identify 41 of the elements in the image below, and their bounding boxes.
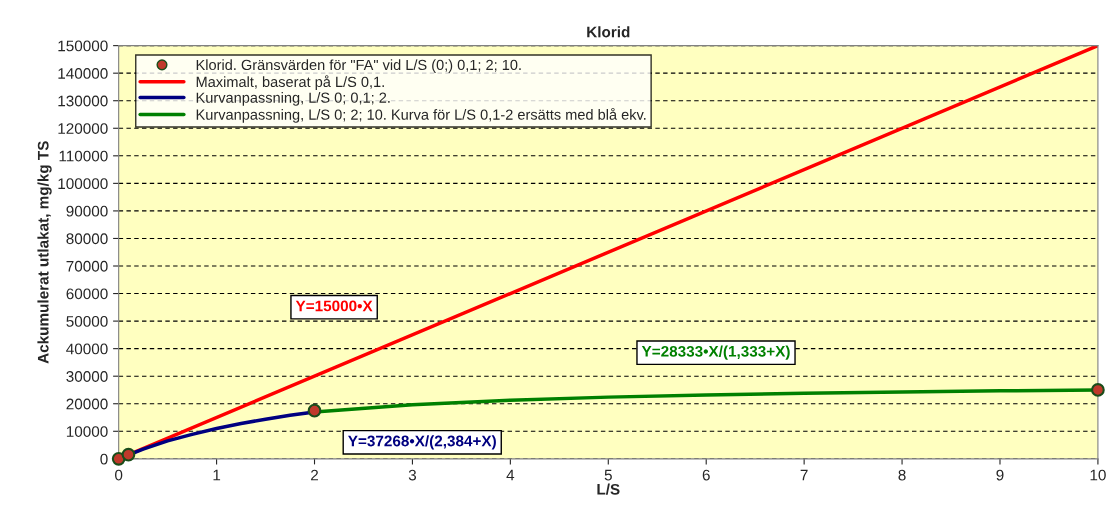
x-tick-label: 1: [213, 469, 221, 481]
x-tick-label: 4: [506, 469, 515, 481]
y-tick-label: 70000: [66, 260, 108, 272]
annotation: Y=15000•X: [295, 300, 373, 312]
x-tick-label: 7: [800, 469, 808, 481]
legend-label: Kurvanpassning, L/S 0; 2; 10. Kurva för L/S 0,1-2 ersätts med blå ekv.: [196, 107, 646, 123]
y-tick-label: 150000: [58, 40, 108, 52]
y-tick-label: 20000: [66, 398, 108, 410]
chart-title: Klorid: [587, 26, 630, 38]
point: [121, 447, 136, 462]
x-tick-label: 8: [898, 469, 906, 481]
x-tick-label: 2: [311, 469, 318, 481]
point: [1091, 383, 1105, 397]
y-tick-label: 80000: [66, 233, 108, 245]
x-tick-label: 5: [604, 469, 612, 481]
y-tick-label: 120000: [58, 123, 108, 134]
annotation: Y=28333•X/(1,333+X): [641, 345, 790, 360]
y-tick-label: 130000: [58, 95, 108, 107]
point: [307, 403, 322, 418]
y-tick-label: 10000: [66, 426, 108, 437]
x-tick-label: 0: [115, 469, 123, 481]
legend-label: Kurvanpassning, L/S 0; 0,1; 2.: [196, 92, 390, 106]
y-tick-label: 90000: [66, 205, 108, 217]
point: [111, 451, 126, 466]
x-axis-title: L/S: [597, 483, 620, 495]
legend-label: Maximalt, baserat på L/S 0,1.: [196, 75, 384, 90]
x-tick-label: 3: [408, 469, 417, 481]
y-tick-label: 110000: [59, 150, 108, 162]
y-tick-label: 100000: [58, 178, 108, 190]
y-tick-label: 30000: [66, 371, 108, 382]
y-tick-label: 40000: [66, 343, 108, 355]
x-tick-label: 6: [702, 469, 710, 481]
y-tick-label: 140000: [58, 68, 108, 79]
annotation: Y=37268•X/(2,384+X): [348, 435, 496, 450]
x-tick-label: 9: [996, 469, 1004, 481]
legend-label: Klorid. Gränsvärden för "FA" vid L/S (0;) 0,1; 2; 10.: [196, 59, 521, 73]
y-axis-title: Ackumulerat utlakat, mg/kg TS: [37, 141, 52, 364]
y-tick-label: 60000: [66, 288, 108, 300]
y-tick-label: 50000: [66, 315, 108, 327]
y-tick-label: 0: [100, 453, 108, 465]
x-tick-label: 10: [1090, 469, 1106, 481]
